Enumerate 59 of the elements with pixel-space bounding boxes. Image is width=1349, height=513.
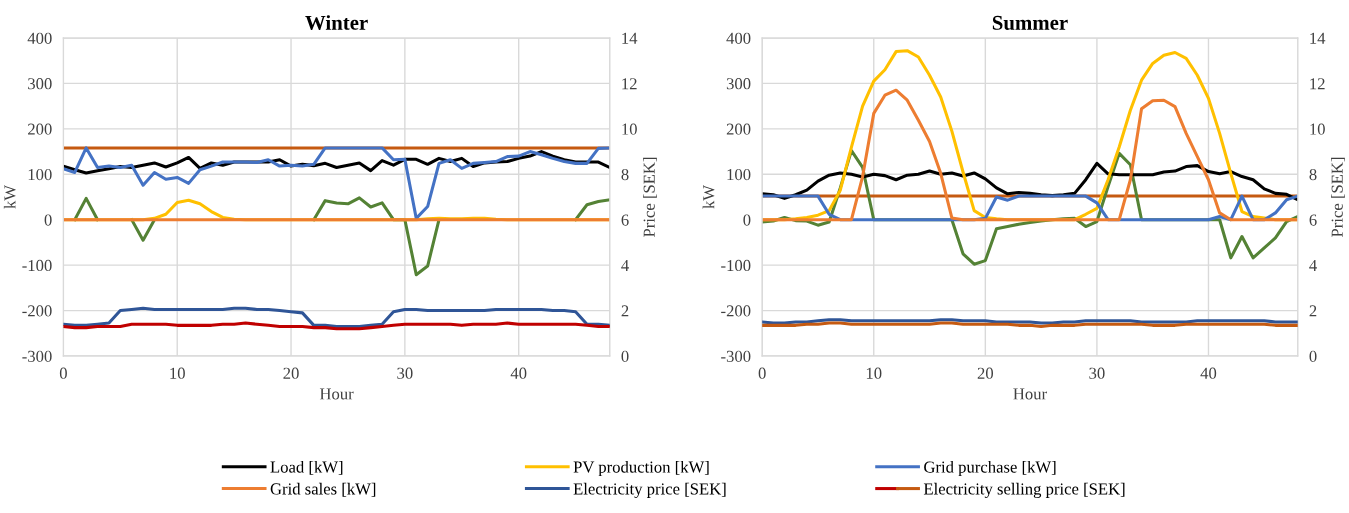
y2-axis-title: Price [SEK] [1331, 157, 1345, 238]
y2-tick-label: 6 [1309, 214, 1317, 226]
line-series [762, 88, 1298, 222]
legend-label: Electricity selling price [SEK] [923, 482, 1125, 498]
y-axis-title: kW [3, 184, 16, 209]
y-tick-label: 0 [743, 214, 751, 226]
y-tick-label: 300 [28, 78, 52, 90]
y-tick-label: 400 [27, 32, 52, 44]
line-series [63, 306, 610, 329]
legend-label: Grid sales [kW] [270, 482, 376, 497]
y2-tick-label: 14 [622, 32, 638, 44]
y2-tick-label: 14 [1310, 32, 1326, 44]
y-axis-title: kW [702, 184, 715, 209]
y2-tick-label: 4 [1309, 259, 1317, 271]
y-tick-label: 0 [44, 214, 52, 226]
y-tick-label: -300 [22, 350, 52, 362]
y-tick-label: -100 [22, 259, 52, 272]
y-tick-label: -100 [721, 259, 751, 272]
x-tick-label: 10 [170, 367, 185, 379]
y2-tick-label: 8 [1309, 168, 1317, 181]
y-tick-label: 100 [727, 168, 751, 181]
y2-tick-label: 0 [1309, 350, 1317, 362]
y2-tick-label: 2 [1309, 305, 1317, 317]
legend-label: Grid purchase [kW] [924, 460, 1056, 477]
y2-axis-title: Price [SEK] [643, 157, 657, 238]
chart-title: Summer [992, 15, 1068, 30]
x-tick-label: 0 [758, 367, 766, 379]
y-tick-label: -300 [721, 350, 751, 362]
y-tick-label: 300 [726, 78, 751, 90]
y2-tick-label: 6 [621, 214, 629, 226]
legend-label: Electricity price [SEK] [573, 482, 726, 498]
y2-tick-label: 12 [1310, 78, 1325, 90]
y-tick-label: 400 [726, 32, 751, 44]
chart-title: Winter [305, 15, 368, 30]
y-tick-label: 200 [28, 123, 52, 135]
x-tick-label: 10 [866, 367, 882, 379]
line-series [63, 146, 610, 220]
x-axis-title: Hour [319, 388, 354, 400]
y2-tick-label: 8 [621, 168, 629, 181]
x-tick-label: 20 [977, 367, 994, 379]
x-axis-title: Hour [1013, 388, 1047, 400]
y2-tick-label: 10 [1310, 123, 1325, 135]
x-tick-label: 40 [1200, 367, 1217, 379]
y2-tick-label: 12 [622, 78, 637, 90]
y-tick-label: -200 [721, 305, 751, 317]
y-tick-label: 100 [28, 168, 52, 181]
x-tick-label: 30 [1089, 367, 1105, 379]
x-tick-label: 20 [283, 367, 299, 379]
y2-tick-label: 2 [621, 305, 629, 317]
y2-tick-label: 4 [621, 259, 629, 271]
legend-label: Load [kW] [270, 460, 343, 475]
legend-label: PV production [kW] [573, 460, 709, 477]
y-tick-label: 200 [726, 123, 751, 135]
y-tick-label: -200 [22, 305, 52, 317]
x-tick-label: 40 [510, 367, 527, 379]
x-tick-label: 0 [59, 367, 67, 379]
x-tick-label: 30 [397, 367, 413, 379]
y2-tick-label: 0 [621, 350, 629, 362]
y2-tick-label: 10 [622, 123, 637, 135]
